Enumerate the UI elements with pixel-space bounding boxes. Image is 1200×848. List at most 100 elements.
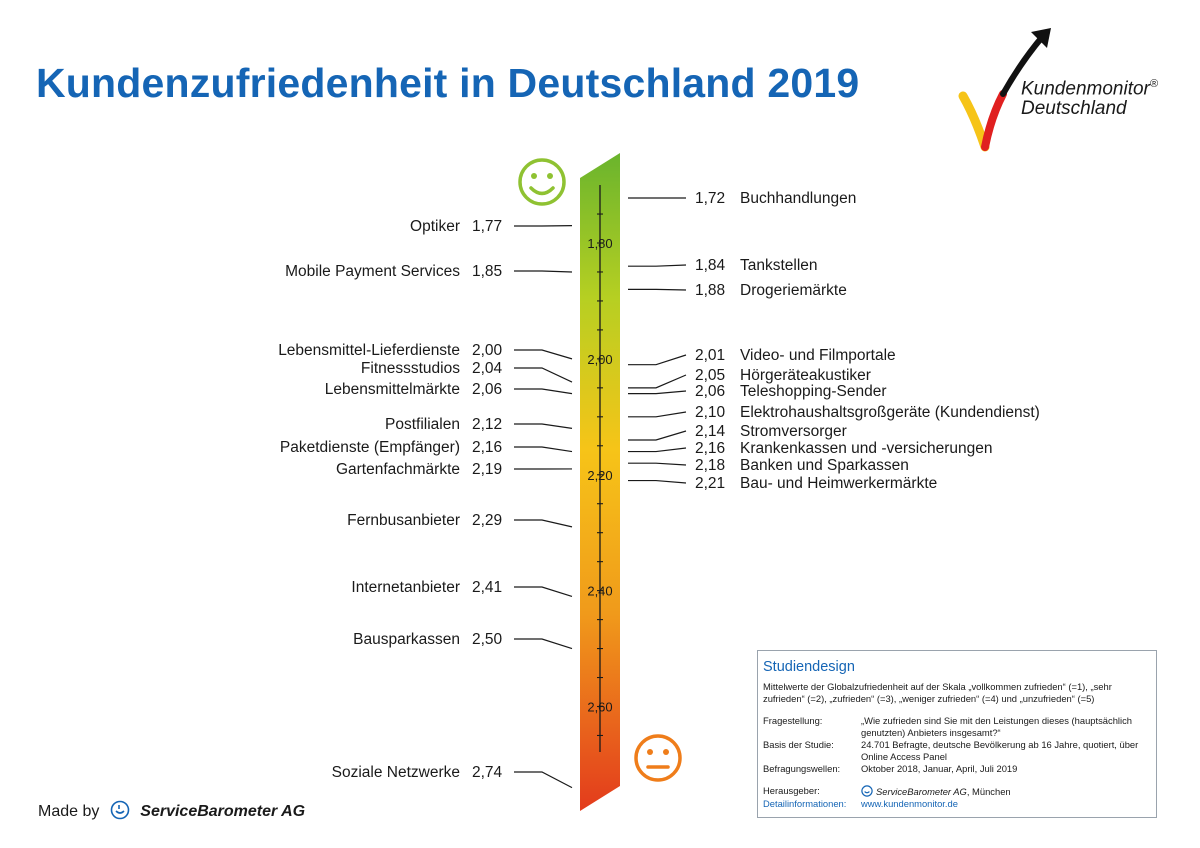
right-item-label: Krankenkassen und -versicherungen: [740, 440, 992, 457]
right-item-value: 2,21: [695, 475, 725, 492]
right-item-value: 2,10: [695, 404, 726, 421]
right-item-value: 2,01: [695, 347, 725, 364]
study-title: Studiendesign: [763, 659, 855, 675]
left-item-label: Lebensmittel-Lieferdienste: [278, 342, 460, 359]
study-intro: Mittelwerte der Globalzufriedenheit auf …: [763, 681, 1112, 704]
right-item: 2,05 Hörgeräteakustiker: [628, 367, 871, 389]
right-item-label: Elektrohaushaltsgroßgeräte (Kundendienst…: [740, 404, 1040, 421]
logo-text-line2: Deutschland: [1021, 98, 1127, 119]
left-item: Postfilialen 2,12: [385, 416, 573, 433]
left-item: Soziale Netzwerke 2,74: [332, 764, 573, 789]
left-item-label: Gartenfachmärkte: [336, 461, 460, 478]
study-details-row: Detailinformationen: www.kundenmonitor.d…: [763, 798, 1151, 810]
study-waves-label: Befragungswellen:: [763, 763, 841, 774]
left-item-value: 2,50: [472, 631, 503, 648]
right-item-connector: [628, 390, 687, 395]
study-details-label: Detailinformationen:: [763, 798, 847, 809]
left-item-label: Fitnessstudios: [361, 360, 460, 377]
left-item: Bausparkassen 2,50: [353, 631, 573, 650]
right-item: 2,10 Elektrohaushaltsgroßgeräte (Kundendi…: [628, 404, 1040, 421]
right-item-label: Hörgeräteakustiker: [740, 367, 871, 384]
study-publisher-row: Herausgeber: ServiceBarometer AG, Münche…: [763, 785, 1151, 798]
left-item-connector: [514, 446, 573, 453]
left-item: Fitnessstudios 2,04: [361, 360, 573, 383]
right-item: 2,14 Stromversorger: [628, 423, 847, 441]
left-item-value: 2,12: [472, 416, 502, 433]
study-question-row: Fragestellung: „Wie zufrieden sind Sie m…: [763, 715, 1151, 739]
left-item-value: 2,41: [472, 579, 502, 596]
left-item-value: 2,19: [472, 461, 502, 478]
made-by-prefix: Made by: [38, 803, 100, 820]
left-item-connector: [514, 388, 573, 395]
left-item: Optiker 1,77: [410, 218, 573, 235]
left-item-connector: [514, 423, 573, 429]
right-item-value: 1,88: [695, 282, 725, 299]
right-item: 1,72 Buchhandlungen: [628, 190, 856, 207]
right-item: 1,88 Drogeriemärkte: [628, 282, 847, 299]
study-question: „Wie zufrieden sind Sie mit den Leistung…: [861, 715, 1132, 738]
study-question-label: Fragestellung:: [763, 715, 823, 726]
left-item-label: Fernbusanbieter: [347, 512, 460, 529]
left-item-value: 1,77: [472, 218, 502, 235]
study-waves-row: Befragungswellen: Oktober 2018, Januar, …: [763, 763, 1151, 775]
right-item-connector: [628, 462, 687, 466]
made-by-company: ServiceBarometer AG: [140, 803, 306, 820]
right-item-label: Stromversorger: [740, 423, 847, 440]
left-item: Paketdienste (Empfänger) 2,16: [280, 439, 573, 456]
kundenmonitor-logo: Kundenmonitor® Deutschland: [955, 22, 1165, 152]
right-item-connector: [628, 354, 687, 366]
left-item: Internetanbieter 2,41: [351, 579, 573, 597]
left-item-label: Optiker: [410, 218, 460, 235]
study-basis: 24.701 Befragte, deutsche Bevölkerung ab…: [861, 739, 1139, 762]
left-item-connector: [514, 771, 573, 789]
left-item-label: Postfilialen: [385, 416, 460, 433]
right-item-value: 2,18: [695, 457, 725, 474]
study-basis-row: Basis der Studie: 24.701 Befragte, deuts…: [763, 739, 1151, 763]
right-item-label: Video- und Filmportale: [740, 347, 896, 364]
left-item-connector: [514, 638, 573, 650]
left-item-value: 2,16: [472, 439, 502, 456]
right-item: 1,84 Tankstellen: [628, 257, 818, 274]
left-item-label: Internetanbieter: [351, 579, 460, 596]
right-item-connector: [628, 479, 687, 484]
right-item-label: Buchhandlungen: [740, 190, 856, 207]
study-publisher-label: Herausgeber:: [763, 785, 820, 796]
study-publisher-city: , München: [966, 786, 1011, 797]
left-item-connector: [514, 349, 573, 360]
right-item-value: 1,72: [695, 190, 725, 207]
right-item-connector: [628, 447, 687, 453]
left-item-connector: [514, 519, 573, 528]
right-item-label: Banken und Sparkassen: [740, 457, 909, 474]
left-item: Mobile Payment Services 1,85: [285, 263, 573, 280]
right-item: 2,16 Krankenkassen und -versicherungen: [628, 440, 992, 457]
study-waves: Oktober 2018, Januar, April, Juli 2019: [861, 763, 1018, 774]
left-item: Lebensmittelmärkte 2,06: [325, 381, 573, 398]
left-item-connector: [514, 586, 573, 597]
page-title: Kundenzufriedenheit in Deutschland 2019: [36, 60, 860, 106]
made-by-footer: Made by ServiceBarometer AG: [38, 800, 305, 821]
left-item-value: 2,00: [472, 342, 503, 359]
logo-text-line1: Kundenmonitor®: [1021, 78, 1158, 100]
right-item: 2,06 Teleshopping-Sender: [628, 383, 887, 400]
left-item: Fernbusanbieter 2,29: [347, 512, 573, 529]
study-details-link[interactable]: www.kundenmonitor.de: [861, 798, 958, 809]
right-item-label: Bau- und Heimwerkermärkte: [740, 475, 937, 492]
right-item-connector: [628, 411, 687, 418]
right-item-connector: [628, 264, 687, 267]
left-item-label: Soziale Netzwerke: [332, 764, 460, 781]
right-item-connector: [628, 288, 687, 291]
study-basis-label: Basis der Studie:: [763, 739, 834, 750]
left-item-label: Mobile Payment Services: [285, 263, 460, 280]
left-item-value: 1,85: [472, 263, 502, 280]
left-item: Gartenfachmärkte 2,19: [336, 461, 573, 478]
left-item-value: 2,06: [472, 381, 502, 398]
servicebarometer-logo-icon: [110, 800, 130, 820]
left-item-label: Bausparkassen: [353, 631, 460, 648]
right-item: 2,21 Bau- und Heimwerkermärkte: [628, 475, 937, 492]
left-item-label: Paketdienste (Empfänger): [280, 439, 460, 456]
happy-face-icon: [518, 158, 566, 206]
right-item-value: 2,16: [695, 440, 725, 457]
right-item-value: 2,14: [695, 423, 726, 440]
right-item-label: Drogeriemärkte: [740, 282, 847, 299]
